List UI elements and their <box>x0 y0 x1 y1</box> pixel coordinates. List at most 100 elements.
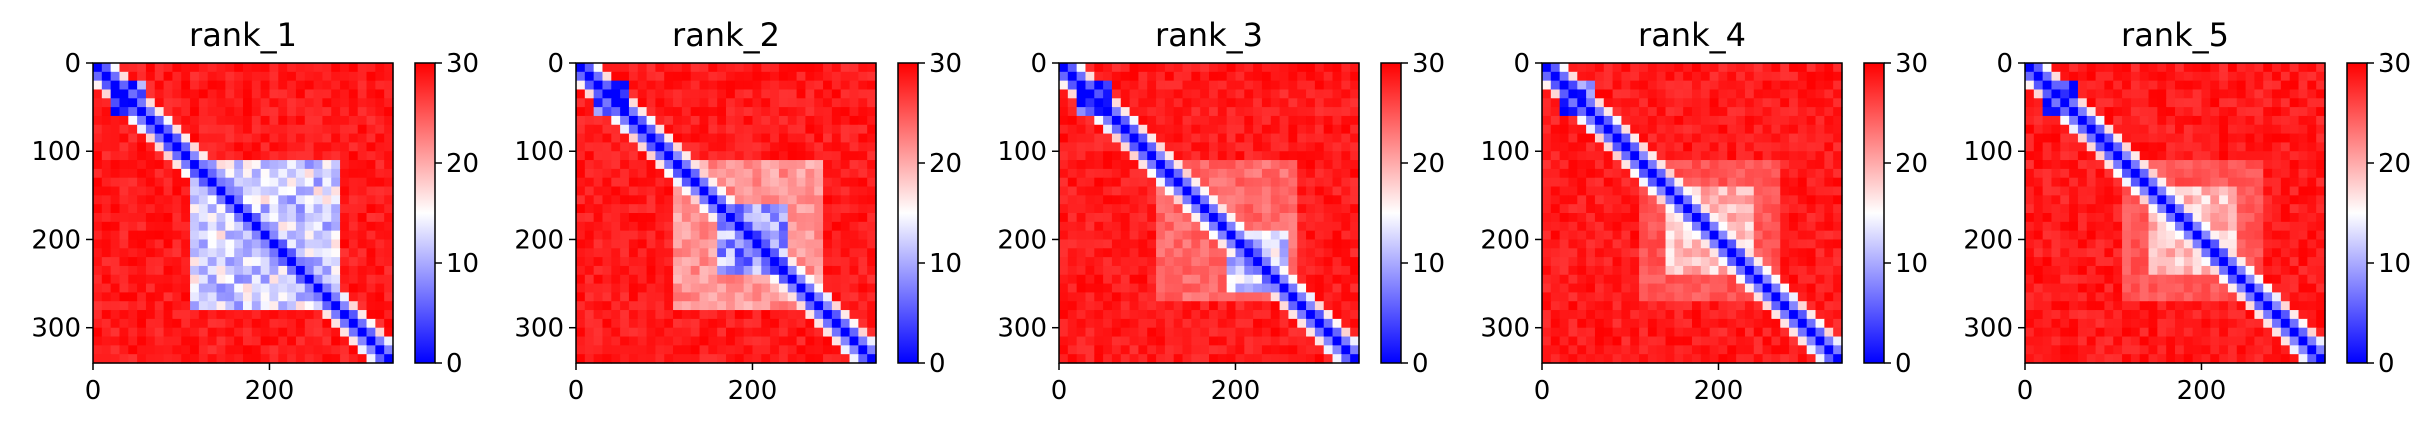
heatmap-cell <box>1138 124 1148 135</box>
heatmap-cell <box>137 230 147 241</box>
heatmap-cell <box>1736 318 1746 329</box>
heatmap-cell <box>743 89 754 99</box>
heatmap-cell <box>708 204 718 214</box>
heatmap-cell <box>198 98 209 108</box>
heatmap-cell <box>2272 98 2282 108</box>
heatmap-cell <box>1332 292 1342 302</box>
heatmap-cell <box>1182 89 1192 99</box>
heatmap-cell <box>646 283 657 294</box>
heatmap-cell <box>251 151 262 161</box>
heatmap-cell <box>796 310 807 320</box>
heatmap-cell <box>181 142 191 152</box>
heatmap-cell <box>340 98 350 108</box>
heatmap-cell <box>1647 318 1658 329</box>
heatmap-cell <box>304 292 315 302</box>
heatmap-cell <box>1085 151 1095 161</box>
heatmap-cell <box>602 292 612 302</box>
heatmap-cell <box>1217 124 1228 135</box>
heatmap-cell <box>1332 124 1342 135</box>
heatmap-cell <box>849 151 859 161</box>
heatmap-cell <box>734 115 745 126</box>
heatmap-cell <box>1182 151 1192 161</box>
heatmap-cell <box>796 177 807 188</box>
heatmap-cell <box>1261 239 1272 249</box>
heatmap-cell <box>1306 354 1316 364</box>
heatmap-cell <box>823 151 833 161</box>
heatmap-cell <box>1094 160 1104 170</box>
heatmap-cell <box>366 195 376 205</box>
heatmap-cell <box>576 107 586 117</box>
heatmap-cell <box>637 274 648 285</box>
heatmap-cell <box>348 274 359 285</box>
heatmap-cell <box>1164 160 1175 170</box>
heatmap-cell <box>2210 71 2220 82</box>
heatmap-cell <box>1683 292 1693 302</box>
heatmap-cell <box>1059 213 1069 223</box>
chart-title: rank_2 <box>672 16 780 54</box>
heatmap-cell <box>1191 265 1201 276</box>
heatmap-cell <box>269 63 279 73</box>
heatmap-cell <box>1129 177 1140 188</box>
heatmap-cell <box>858 239 868 249</box>
heatmap-cell <box>1332 265 1342 276</box>
heatmap-cell <box>2042 89 2053 99</box>
heatmap-cell <box>717 230 727 241</box>
heatmap-cell <box>787 98 798 108</box>
heatmap-cell <box>1059 345 1069 355</box>
heatmap-cell <box>1279 160 1290 170</box>
heatmap-cell <box>304 186 315 196</box>
heatmap-cell <box>2183 124 2194 135</box>
heatmap-cell <box>1771 257 1781 267</box>
heatmap-cell <box>1753 115 1764 126</box>
heatmap-cell <box>1156 89 1166 99</box>
heatmap-cell <box>805 354 815 364</box>
heatmap-cell <box>1288 301 1298 311</box>
heatmap-cell <box>340 257 350 267</box>
heatmap-cell <box>137 345 147 355</box>
heatmap-cell <box>181 354 191 364</box>
heatmap-cell <box>858 283 868 294</box>
heatmap-cell <box>260 239 271 249</box>
heatmap-cell <box>190 354 200 364</box>
heatmap-cell <box>584 292 595 302</box>
heatmap-cell <box>743 195 754 205</box>
heatmap-cell <box>849 168 859 179</box>
heatmap-cell <box>1568 80 1578 91</box>
heatmap-cell <box>1621 213 1631 223</box>
heatmap-cell <box>1709 115 1720 126</box>
heatmap-cell <box>154 257 165 267</box>
heatmap-cell <box>181 248 191 258</box>
heatmap-cell <box>699 195 709 205</box>
heatmap-cell <box>304 107 315 117</box>
heatmap-cell <box>1209 265 1219 276</box>
heatmap-cell <box>805 318 815 329</box>
heatmap-cell <box>1341 115 1351 126</box>
heatmap-cell <box>2139 107 2150 117</box>
heatmap-cell <box>1568 301 1578 311</box>
heatmap-cell <box>348 177 359 188</box>
heatmap-cell <box>1594 221 1605 232</box>
heatmap-cell <box>1815 239 1825 249</box>
heatmap-cell <box>1314 310 1325 320</box>
x-tick-label: 0 <box>1534 376 1551 406</box>
heatmap-cell <box>673 107 683 117</box>
heatmap-cell <box>1727 239 1737 249</box>
heatmap-cell <box>1191 142 1201 152</box>
heatmap-cell <box>1138 248 1148 258</box>
heatmap-cell <box>1744 177 1755 188</box>
heatmap-cell <box>805 292 815 302</box>
heatmap-cell <box>357 195 368 205</box>
heatmap-cell <box>366 301 376 311</box>
heatmap-cell <box>216 107 226 117</box>
heatmap-cell <box>708 239 718 249</box>
heatmap-cell <box>805 168 815 179</box>
heatmap-cell <box>251 89 262 99</box>
heatmap-cell <box>1147 345 1157 355</box>
heatmap-cell <box>584 204 595 214</box>
heatmap-cell <box>1253 336 1263 346</box>
heatmap-cell <box>1780 115 1790 126</box>
heatmap-cell <box>287 151 297 161</box>
heatmap-cell <box>1173 71 1184 82</box>
heatmap-cell <box>154 239 165 249</box>
heatmap-cell <box>251 204 262 214</box>
